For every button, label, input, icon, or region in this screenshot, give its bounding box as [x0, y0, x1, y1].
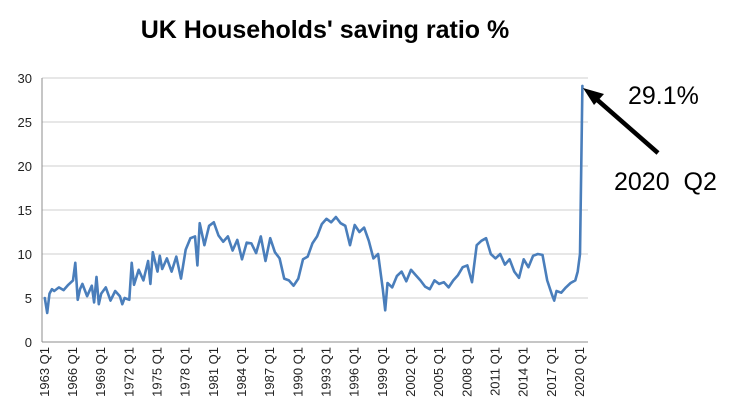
y-tick-label: 5: [25, 291, 32, 306]
x-tick-label: 2020 Q1: [572, 347, 587, 397]
chart-title: UK Households' saving ratio %: [141, 16, 510, 44]
x-tick-label: 2008 Q1: [459, 347, 474, 397]
x-tick-label: 2005 Q1: [431, 347, 446, 397]
gridlines: [42, 77, 588, 299]
y-axis-tick-labels: 0 5 10 15 20 25 30: [18, 71, 32, 350]
x-tick-label: 2011 Q1: [488, 347, 503, 396]
x-tick-label: 1993 Q1: [319, 347, 334, 397]
x-tick-label: 1963 Q1: [37, 347, 52, 397]
x-tick-label: 1978 Q1: [178, 347, 193, 397]
x-tick-label: 2017 Q1: [544, 347, 559, 397]
x-tick-label: 1996 Q1: [347, 347, 362, 397]
y-tick-label: 0: [25, 335, 32, 350]
annotation-arrow-head: [583, 88, 604, 105]
y-tick-label: 20: [18, 159, 32, 174]
x-tick-label: 1981 Q1: [206, 347, 221, 397]
x-tick-label: 1990 Q1: [290, 347, 305, 397]
x-tick-label: 1969 Q1: [93, 347, 108, 397]
x-tick-label: 1972 Q1: [121, 347, 136, 397]
x-axis-tick-labels: 1963 Q1 1966 Q1 1969 Q1 1972 Q1 1975 Q1 1978 …: [37, 347, 587, 397]
annotation-value-label: 29.1%: [628, 82, 699, 110]
x-tick-label: 1975 Q1: [149, 347, 164, 397]
x-tick-label: 2002 Q1: [403, 347, 418, 397]
y-tick-label: 30: [18, 71, 32, 86]
x-tick-label: 1999 Q1: [375, 347, 390, 397]
x-tick-label: 1984 Q1: [234, 347, 249, 397]
saving-ratio-line: [43, 84, 584, 315]
y-tick-label: 25: [18, 115, 32, 130]
annotation-arrow-shaft: [592, 95, 660, 155]
y-tick-label: 15: [18, 203, 32, 218]
x-tick-label: 1966 Q1: [65, 347, 80, 397]
x-tick-label: 1987 Q1: [262, 347, 277, 397]
annotation-period-label: 2020 Q2: [614, 168, 717, 196]
x-tick-label: 2014 Q1: [516, 347, 531, 397]
y-tick-label: 10: [18, 247, 32, 262]
